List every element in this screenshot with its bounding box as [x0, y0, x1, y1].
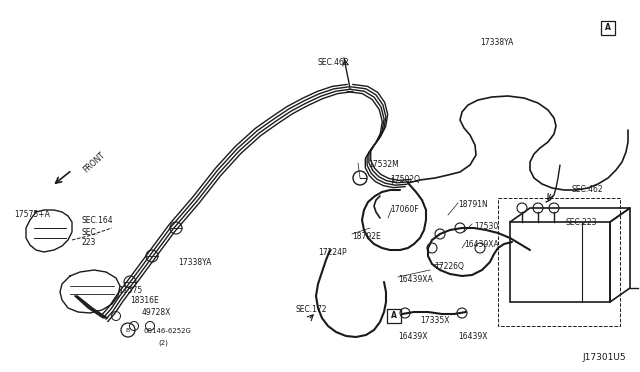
- Text: 17224P: 17224P: [318, 248, 347, 257]
- Text: 17502Q: 17502Q: [390, 175, 420, 184]
- Text: 17335X: 17335X: [420, 316, 449, 325]
- Text: FRONT: FRONT: [82, 151, 108, 175]
- Text: SEC.: SEC.: [82, 228, 99, 237]
- Text: SEC.172: SEC.172: [296, 305, 328, 314]
- Text: A: A: [605, 23, 611, 32]
- Text: 18791N: 18791N: [458, 200, 488, 209]
- Bar: [510, 222, 610, 302]
- Text: 16439X: 16439X: [398, 332, 428, 341]
- Text: 17575+A: 17575+A: [14, 210, 50, 219]
- Text: 223: 223: [82, 238, 97, 247]
- Text: 49728X: 49728X: [142, 308, 172, 317]
- Text: 17575: 17575: [118, 286, 142, 295]
- Text: 18316E: 18316E: [130, 296, 159, 305]
- Text: 17530: 17530: [474, 222, 499, 231]
- Text: B: B: [126, 327, 130, 333]
- Bar: [601, 21, 615, 35]
- Text: SEC.462: SEC.462: [318, 58, 349, 67]
- Text: 17060F: 17060F: [390, 205, 419, 214]
- Text: SEC.164: SEC.164: [82, 216, 114, 225]
- Text: 18792E: 18792E: [352, 232, 381, 241]
- Text: 08146-6252G: 08146-6252G: [144, 328, 192, 334]
- Text: 16439XA: 16439XA: [398, 275, 433, 284]
- Text: 17226Q: 17226Q: [434, 262, 464, 271]
- Text: 17338YA: 17338YA: [480, 38, 513, 47]
- Bar: [387, 309, 401, 323]
- Text: SEC.462: SEC.462: [572, 185, 604, 194]
- Text: SEC.223: SEC.223: [566, 218, 598, 227]
- Text: (2): (2): [158, 340, 168, 346]
- Text: A: A: [391, 311, 397, 321]
- Text: 17338YA: 17338YA: [178, 258, 211, 267]
- Text: J17301U5: J17301U5: [582, 353, 626, 362]
- Bar: [498, 198, 620, 326]
- Text: 17532M: 17532M: [368, 160, 399, 169]
- Text: 16439XA: 16439XA: [464, 240, 499, 249]
- Text: 16439X: 16439X: [458, 332, 488, 341]
